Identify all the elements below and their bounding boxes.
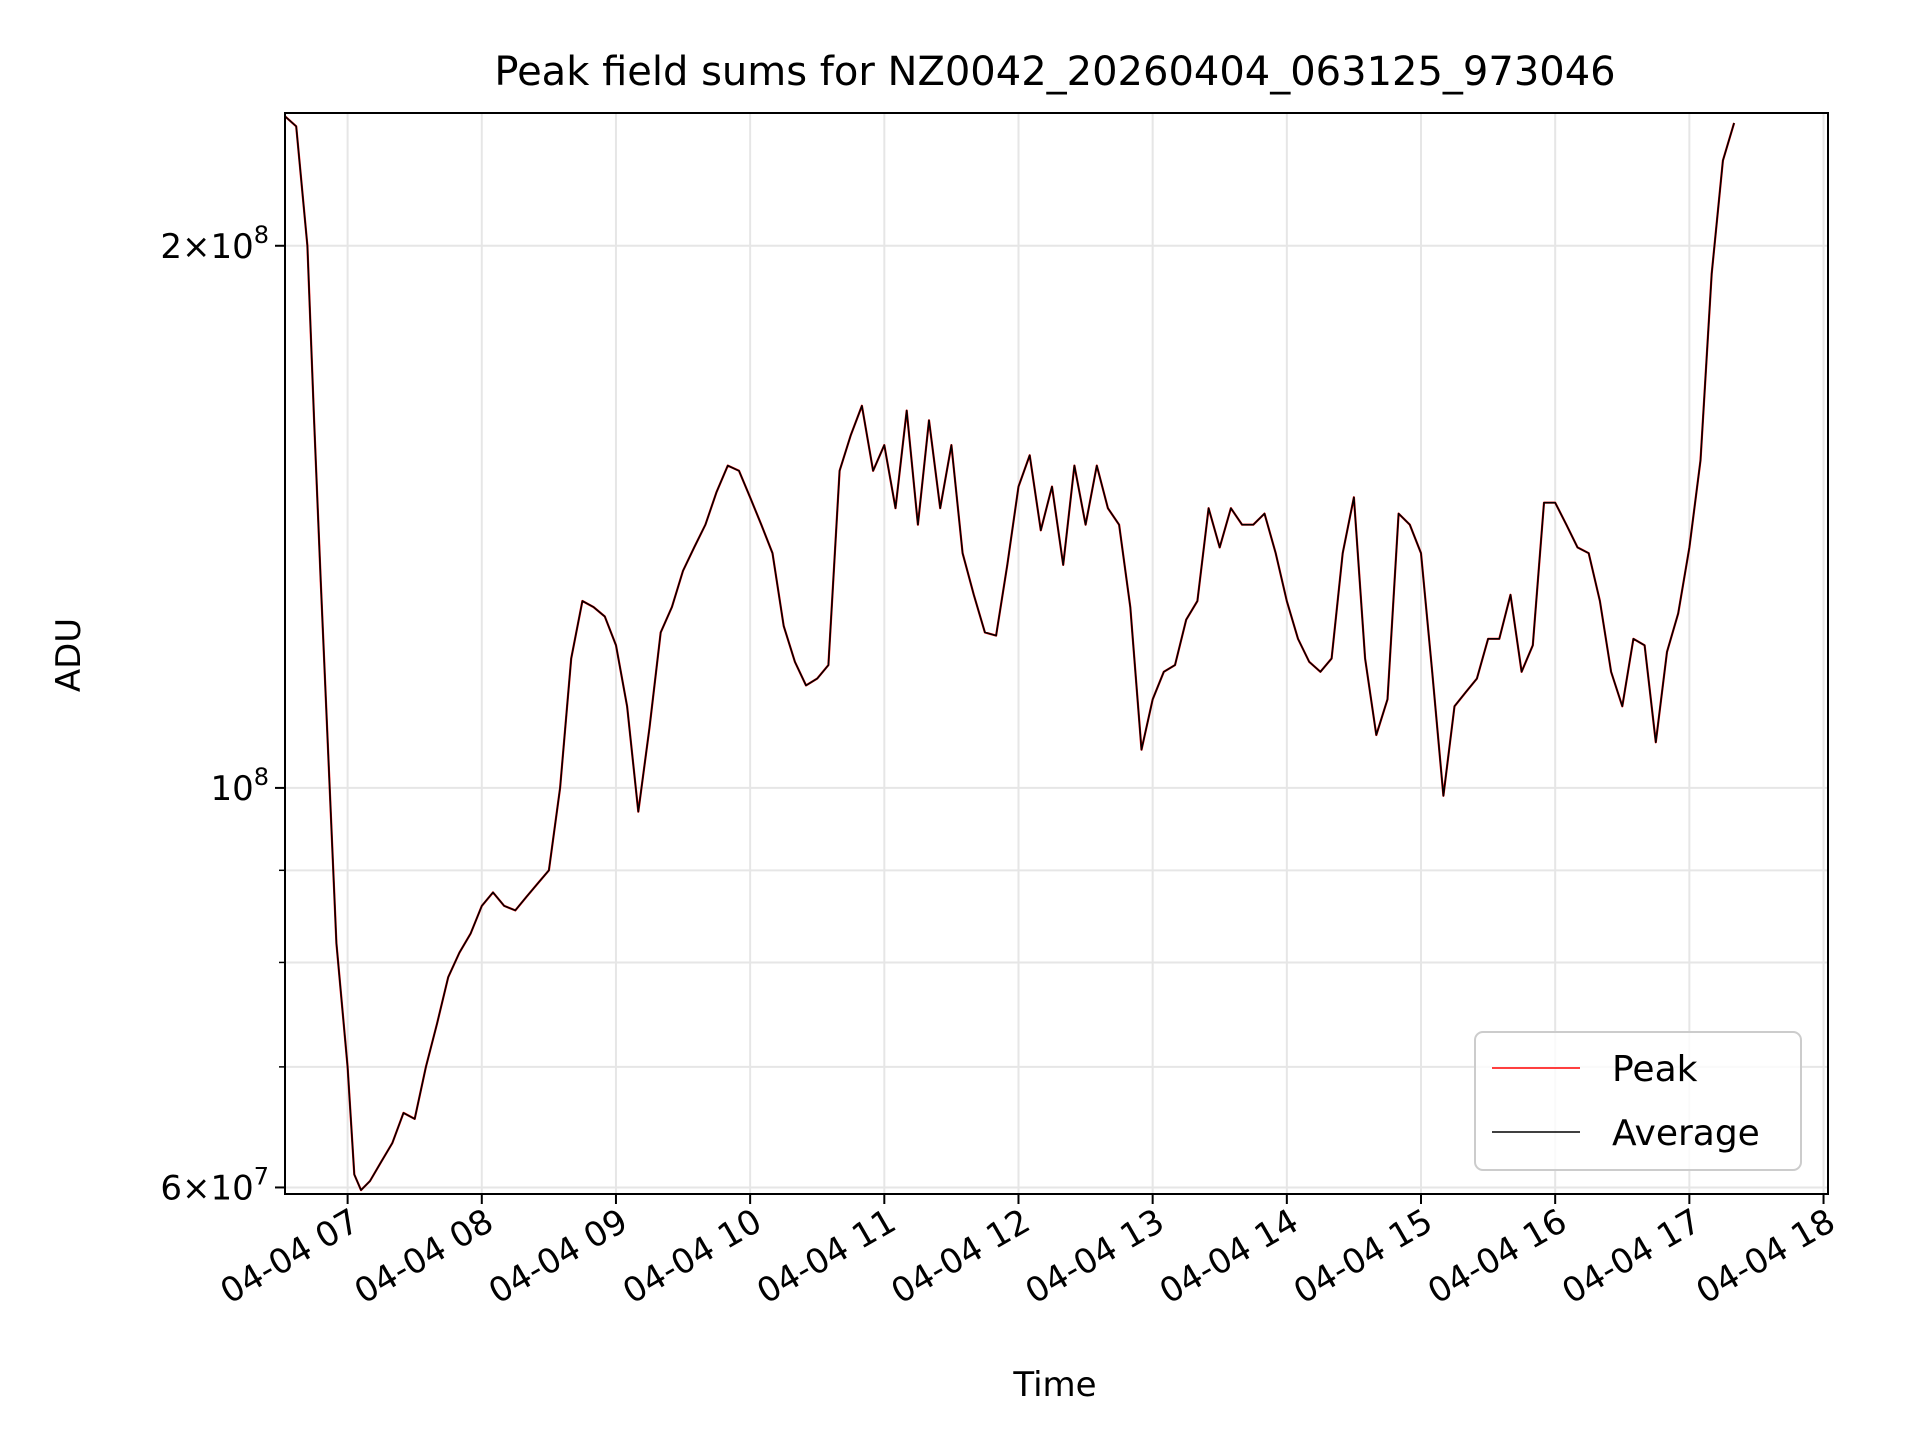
y-tick-label: 6×107: [160, 1162, 269, 1208]
legend-box: [1474, 1031, 1802, 1171]
y-tick-label: 2×108: [160, 221, 269, 267]
grid: [285, 113, 1828, 1194]
legend-average-label: Average: [1612, 1113, 1760, 1154]
y-tick-label: 108: [210, 763, 269, 809]
plot-lines: [285, 115, 1736, 1192]
legend-peak-label: Peak: [1612, 1049, 1698, 1090]
plot-frame: [284, 112, 1829, 1195]
legend: Peak Average: [1474, 1031, 1802, 1171]
chart-title: Peak field sums for NZ0042_20260404_0631…: [494, 49, 1615, 95]
series-line-average: [285, 115, 1735, 1191]
y-axis-label: ADU: [49, 618, 89, 692]
x-axis-label: Time: [1012, 1365, 1096, 1405]
